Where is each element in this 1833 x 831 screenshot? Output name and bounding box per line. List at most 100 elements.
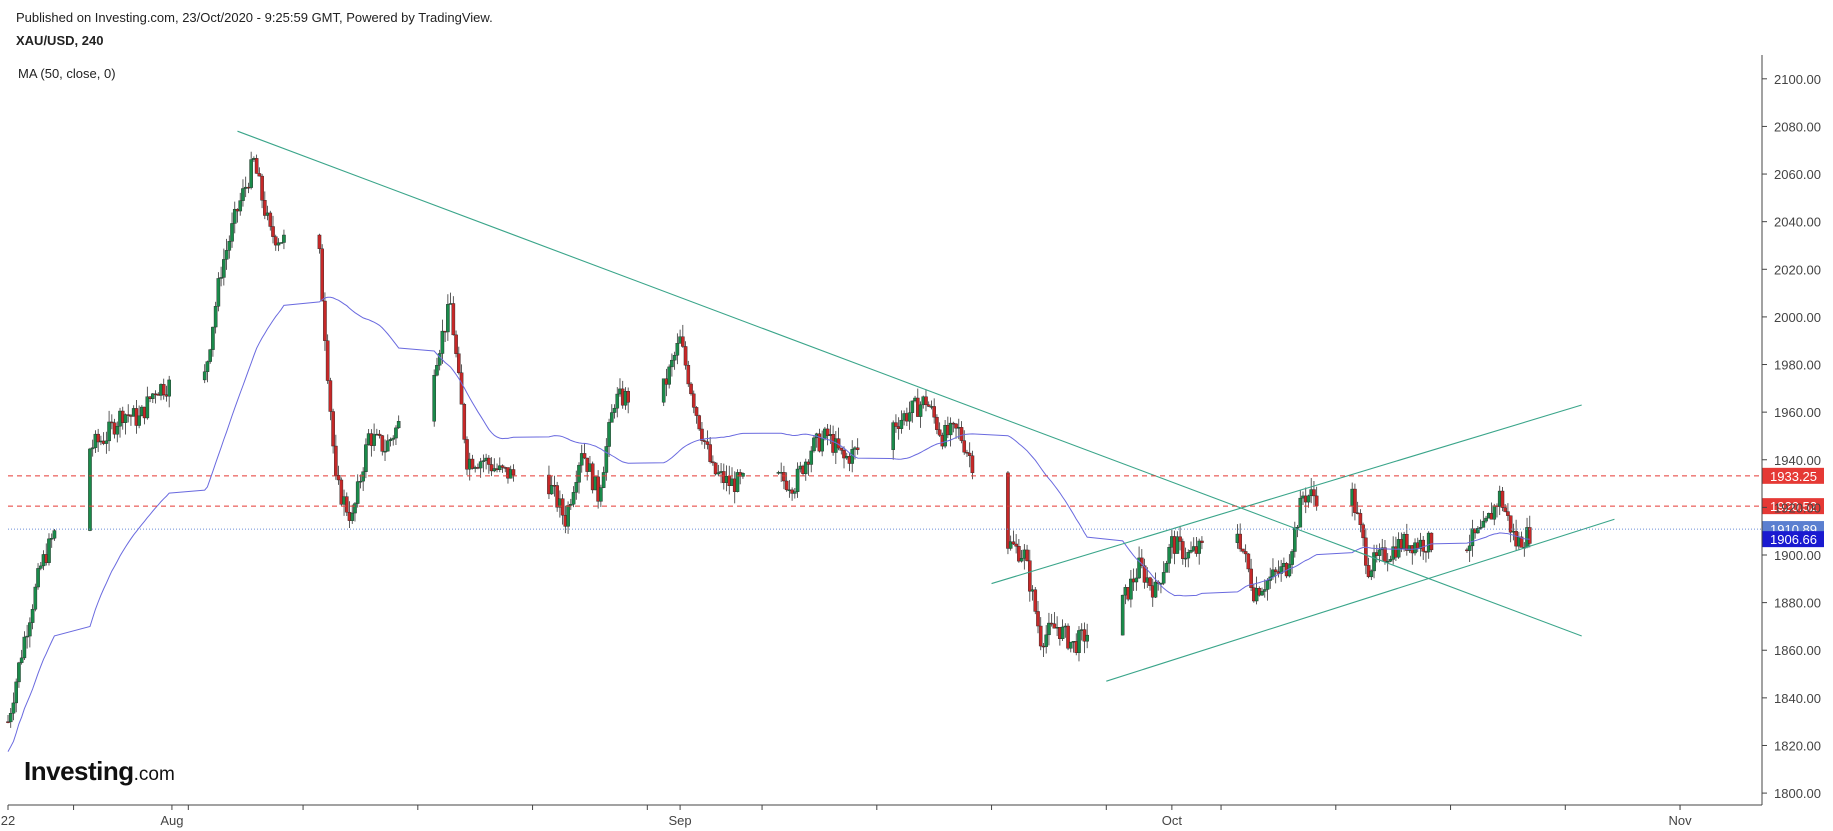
candle-body: [1293, 527, 1297, 552]
candle-body: [1178, 536, 1182, 542]
candle-body: [276, 242, 281, 246]
candle-body: [549, 485, 554, 495]
candle-body: [282, 234, 286, 243]
candle-body: [211, 326, 215, 350]
candle-body: [1161, 572, 1166, 584]
candle-body: [1164, 563, 1169, 573]
candle-body: [241, 188, 245, 201]
candle-body: [1478, 527, 1483, 529]
candle-body: [110, 421, 114, 424]
candle-body: [123, 414, 128, 423]
candle-body: [1273, 569, 1278, 572]
candle-body: [96, 433, 100, 443]
candle-body: [451, 303, 456, 336]
candle-body: [391, 437, 396, 440]
candle-body: [1014, 543, 1018, 547]
candle-body: [1085, 634, 1089, 642]
candle-body: [1052, 623, 1057, 629]
candle-body: [459, 372, 464, 405]
y-tick-label: 1860.00: [1774, 643, 1821, 658]
candle-body: [500, 465, 505, 468]
y-tick-label: 1980.00: [1774, 358, 1821, 373]
candle-body: [167, 379, 171, 397]
candle-body: [1421, 539, 1426, 552]
candle-body: [694, 407, 699, 416]
candle-body: [380, 435, 385, 452]
candle-body: [577, 464, 581, 483]
candle-body: [894, 422, 898, 427]
candle-body: [126, 414, 131, 416]
indicator-legend[interactable]: MA (50, close, 0): [18, 66, 116, 81]
candle-body: [689, 383, 693, 395]
candle-body: [481, 460, 486, 462]
candle-body: [216, 278, 221, 307]
candle-body: [1028, 560, 1032, 592]
candle-body: [713, 462, 718, 475]
candle-body: [350, 512, 355, 521]
candle-body: [320, 248, 324, 302]
candle-body: [705, 441, 710, 445]
candle-body: [825, 428, 830, 436]
candle-body: [8, 713, 13, 723]
candle-body: [683, 346, 688, 366]
candle-body: [661, 378, 666, 403]
candle-body: [1025, 549, 1029, 561]
candle-body: [489, 464, 494, 472]
y-tick-label: 2020.00: [1774, 262, 1821, 277]
candle-body: [675, 343, 680, 356]
trendline: [237, 130, 1582, 637]
candle-body: [1142, 565, 1147, 583]
candle-body: [88, 448, 92, 531]
candle-body: [1287, 564, 1292, 577]
candle-body: [1353, 488, 1357, 513]
candle-body: [14, 681, 18, 704]
candle-body: [951, 422, 956, 425]
candle-body: [1038, 625, 1043, 647]
candle-body: [1290, 551, 1294, 565]
candle-body: [396, 421, 401, 429]
candle-body: [1249, 568, 1253, 588]
candle-body: [842, 450, 846, 459]
y-tick-label: 2080.00: [1774, 119, 1821, 134]
candle-body: [28, 622, 32, 637]
candle-body: [948, 422, 953, 436]
candle-body: [268, 212, 273, 227]
candle-body: [959, 427, 964, 441]
candle-body: [1298, 497, 1303, 528]
price-tag-label: 1933.25: [1770, 469, 1817, 484]
y-tick-label: 1960.00: [1774, 405, 1821, 420]
candle-body: [1153, 581, 1158, 598]
x-tick-label: Oct: [1162, 813, 1183, 828]
candle-body: [1246, 553, 1251, 570]
candle-body: [358, 480, 363, 483]
candle-body: [579, 453, 584, 466]
candle-body: [388, 439, 393, 441]
investing-logo: Investing.com: [24, 756, 175, 787]
candle-body: [49, 538, 54, 540]
candle-body: [1243, 551, 1248, 555]
candle-body: [1279, 566, 1283, 574]
candle-body: [1361, 524, 1365, 539]
candle-body: [17, 662, 21, 683]
candle-body: [271, 226, 275, 237]
candle-body: [1429, 532, 1434, 551]
axes-group: 1800.00 1820.00 1840.00 1860.00 1880.00 1900.…: [1, 55, 1821, 828]
candle-body: [446, 304, 450, 333]
candle-body: [325, 340, 330, 381]
y-tick-label: 2060.00: [1774, 167, 1821, 182]
candle-body: [1180, 541, 1185, 559]
candle-body: [1077, 630, 1081, 653]
candle-body: [667, 366, 671, 385]
candle-body: [803, 461, 808, 474]
candle-body: [1066, 625, 1070, 649]
candle-body: [263, 200, 267, 216]
candle-body: [456, 353, 461, 373]
candle-body: [569, 504, 573, 506]
candle-body: [609, 412, 614, 423]
candle-body: [435, 365, 439, 376]
candle-body: [1017, 546, 1021, 562]
candle-body: [22, 636, 27, 659]
candle-body: [6, 721, 10, 723]
